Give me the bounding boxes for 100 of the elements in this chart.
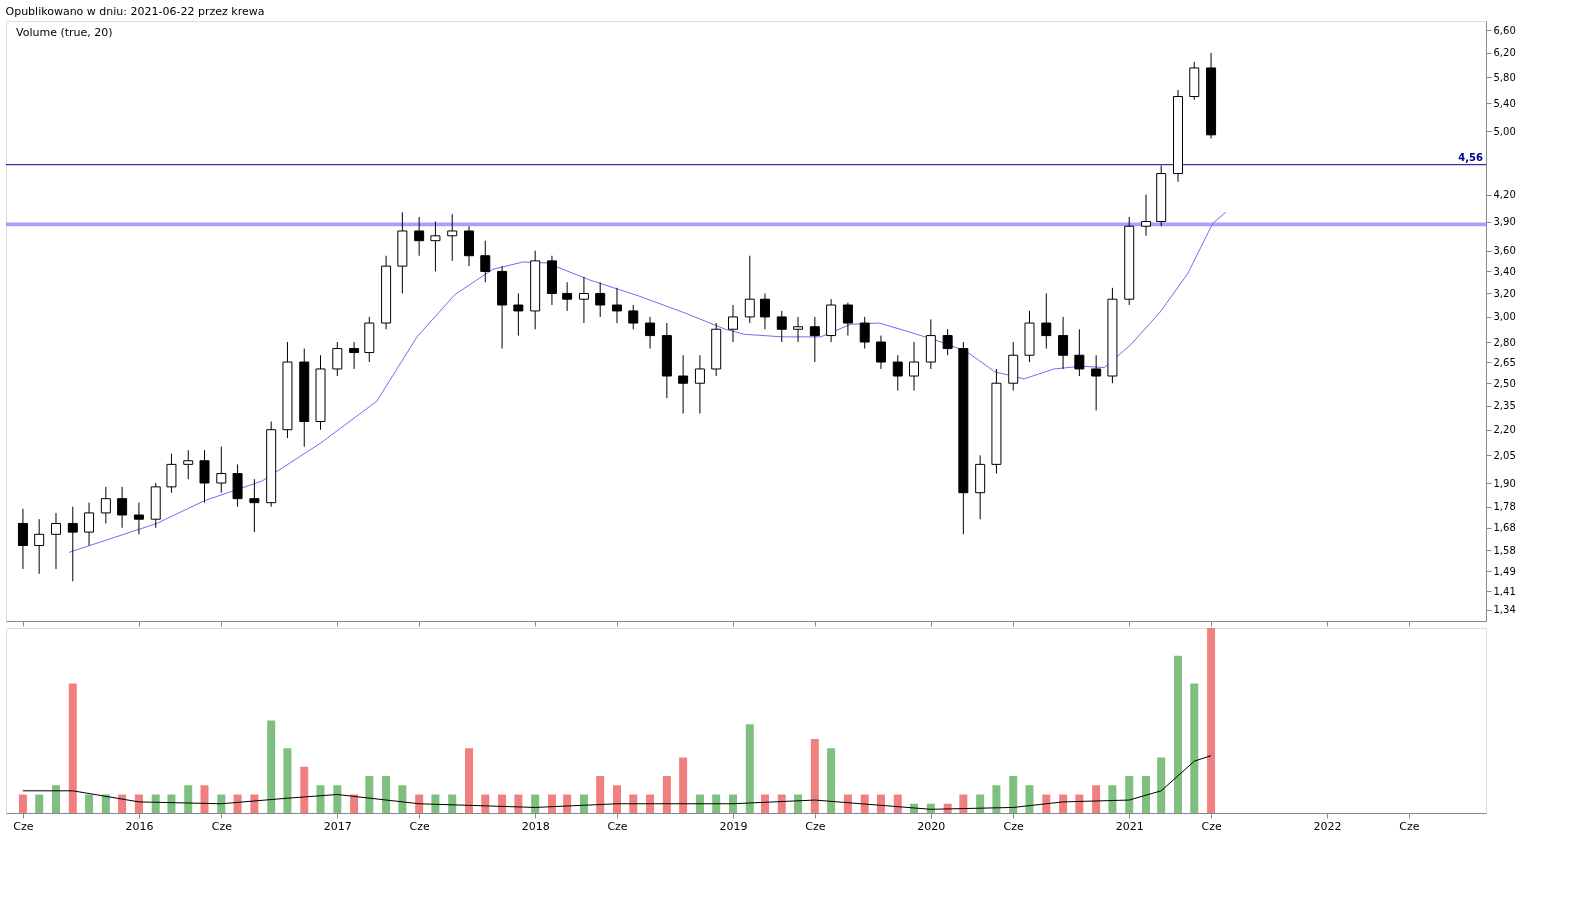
bar: [745, 724, 754, 813]
bar: [498, 794, 507, 813]
bar: [85, 794, 94, 813]
bar: [1207, 628, 1216, 813]
candlestick: [595, 281, 606, 318]
bar: [35, 794, 44, 813]
y-tick-label: 5,80: [1493, 71, 1516, 83]
candlestick: [942, 328, 953, 356]
bar: [843, 794, 852, 813]
bar: [728, 794, 737, 813]
bar: [51, 785, 60, 813]
y-tick-label: 1,49: [1493, 565, 1516, 577]
x-tick-label: Cze: [1003, 819, 1025, 833]
bar: [794, 794, 803, 813]
bar: [531, 794, 540, 813]
x-tick-label: 2022: [1313, 819, 1342, 833]
bar: [233, 794, 242, 813]
bar: [760, 794, 769, 813]
bar: [101, 794, 110, 813]
candlestick: [809, 316, 820, 363]
bar: [350, 794, 359, 813]
bar: [18, 794, 27, 813]
y-tick-label: 5,00: [1493, 125, 1516, 137]
y-tick-label: 2,20: [1493, 424, 1516, 436]
bar: [316, 785, 325, 813]
bar: [1025, 785, 1034, 813]
y-tick-label: 1,78: [1493, 501, 1516, 513]
candlestick: [578, 276, 589, 324]
candlestick: [513, 292, 524, 337]
candlestick: [133, 502, 144, 535]
bar: [629, 794, 638, 813]
candlestick: [759, 292, 770, 330]
candlestick: [447, 213, 458, 262]
chart-title: Opublikowano w dniu: 2021-06-22 przez krewa: [5, 5, 265, 18]
x-tick-label: 2020: [917, 819, 946, 833]
bar: [992, 785, 1001, 813]
x-tick-label: Cze: [607, 819, 628, 833]
bar: [283, 748, 292, 813]
y-tick-label: 2,65: [1493, 356, 1516, 368]
bar: [1042, 794, 1051, 813]
bar: [431, 794, 440, 813]
candlestick: [612, 287, 622, 324]
candlestick: [678, 354, 689, 415]
candlestick: [84, 502, 95, 546]
ref-line-label: 4,56: [1458, 151, 1484, 163]
bar: [151, 794, 160, 813]
y-tick-label: 6,20: [1493, 47, 1516, 59]
y-tick-label: 4,20: [1493, 189, 1516, 201]
bar: [398, 785, 407, 813]
candlestick: [645, 316, 656, 350]
bar: [200, 785, 209, 813]
bar: [959, 794, 968, 813]
candlestick: [875, 335, 886, 370]
bar: [976, 794, 985, 813]
y-tick-label: 2,05: [1493, 449, 1516, 461]
candlestick: [34, 518, 45, 575]
y-tick-label: 3,90: [1493, 216, 1516, 228]
candlestick: [117, 486, 128, 529]
bar: [333, 785, 342, 813]
bar: [1174, 655, 1182, 813]
bar: [662, 776, 671, 813]
bar: [1125, 776, 1134, 813]
bar: [448, 794, 457, 813]
bar: [876, 794, 885, 813]
candlestick: [892, 354, 903, 392]
bar: [1142, 776, 1151, 813]
x-tick-label: 2017: [323, 819, 352, 833]
candlestick: [17, 508, 28, 570]
bar: [547, 794, 556, 813]
bar: [465, 748, 474, 813]
y-tick-label: 3,60: [1493, 245, 1516, 257]
line-series: [68, 211, 1227, 553]
bar: [646, 794, 655, 813]
x-tick-label: Cze: [805, 819, 826, 833]
y-tick-label: 2,35: [1493, 400, 1516, 412]
bar: [184, 785, 193, 813]
bar: [365, 776, 374, 813]
candlestick: [562, 281, 573, 312]
bar: [860, 794, 869, 813]
bar: [1108, 785, 1117, 813]
candlestick: [199, 449, 210, 504]
x-tick-label: Cze: [211, 819, 233, 833]
bar: [1009, 776, 1018, 813]
candlestick: [727, 304, 738, 343]
bar: [613, 785, 621, 813]
x-tick-label: Cze: [409, 819, 430, 833]
bar: [712, 794, 721, 813]
y-tick-label: 1,58: [1493, 544, 1516, 556]
candlestick: [430, 221, 441, 272]
candlestick: [1074, 328, 1085, 377]
candlestick: [67, 506, 78, 582]
y-tick-label: 1,90: [1493, 477, 1516, 489]
candlestick: [694, 354, 705, 415]
bar: [382, 776, 391, 813]
bar: [217, 794, 226, 813]
candlestick: [100, 486, 111, 524]
bar: [1092, 785, 1101, 813]
bar: [695, 794, 704, 813]
annotation: Volume (true, 20): [16, 26, 113, 39]
candlestick: [480, 240, 491, 283]
